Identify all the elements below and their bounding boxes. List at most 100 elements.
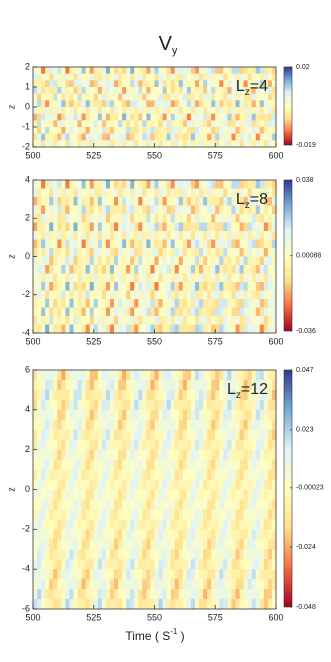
heatmap-cell: [256, 440, 261, 450]
heatmap-cell: [256, 589, 261, 599]
heatmap-cell: [195, 410, 200, 420]
heatmap-cell: [211, 189, 216, 198]
heatmap-cell: [126, 549, 131, 559]
heatmap-cell: [102, 569, 107, 579]
heatmap-cell: [146, 589, 151, 599]
heatmap-cell: [53, 529, 58, 539]
heatmap-cell: [98, 80, 103, 87]
heatmap-cell: [49, 240, 54, 249]
heatmap-cell: [118, 134, 123, 141]
heatmap-cell: [49, 589, 54, 599]
heatmap-cell: [223, 589, 228, 599]
heatmap-cell: [264, 490, 269, 500]
heatmap-cell: [94, 380, 99, 390]
heatmap-cell: [256, 579, 261, 589]
heatmap-cell: [203, 499, 208, 509]
heatmap-cell: [57, 599, 62, 609]
heatmap-cell: [211, 529, 216, 539]
heatmap-cell: [256, 274, 261, 283]
heatmap-cell: [94, 539, 99, 549]
heatmap-cell: [167, 430, 172, 440]
heatmap-cell: [106, 74, 111, 81]
heatmap-cell: [183, 291, 188, 300]
heatmap-cell: [191, 490, 196, 500]
heatmap-cell: [244, 127, 249, 134]
heatmap-cell: [187, 529, 192, 539]
heatmap-cell: [78, 589, 83, 599]
heatmap-cell: [268, 134, 273, 141]
heatmap-cell: [159, 539, 164, 549]
heatmap-cell: [118, 248, 123, 257]
heatmap-cell: [219, 274, 224, 283]
heatmap-cell: [219, 549, 224, 559]
heatmap-cell: [86, 316, 91, 325]
heatmap-cell: [264, 440, 269, 450]
heatmap-cell: [49, 519, 54, 529]
heatmap-cell: [41, 549, 46, 559]
heatmap-cell: [244, 579, 249, 589]
heatmap-cell: [240, 274, 245, 283]
heatmap-cell: [142, 223, 147, 232]
heatmap-cell: [114, 107, 119, 114]
heatmap-cell: [49, 390, 54, 400]
heatmap-cell: [33, 80, 38, 87]
heatmap-cell: [264, 499, 269, 509]
heatmap-cell: [146, 316, 151, 325]
heatmap-cell: [53, 114, 58, 121]
heatmap-cell: [122, 67, 127, 74]
heatmap-cell: [102, 140, 107, 147]
heatmap-cell: [155, 549, 160, 559]
heatmap-cell: [179, 490, 184, 500]
heatmap-cell: [191, 460, 196, 470]
heatmap-cell: [207, 380, 212, 390]
heatmap-cell: [78, 390, 83, 400]
heatmap-cell: [268, 180, 273, 189]
heatmap-cell: [260, 539, 265, 549]
heatmap-cell: [187, 569, 192, 579]
heatmap-cell: [130, 579, 135, 589]
heatmap-cell: [110, 197, 115, 206]
heatmap-cell: [183, 223, 188, 232]
heatmap-cell: [187, 410, 192, 420]
heatmap-cell: [187, 197, 192, 206]
heatmap-cell: [248, 370, 253, 380]
heatmap-cell: [244, 539, 249, 549]
heatmap-cell: [114, 74, 119, 81]
heatmap-cell: [268, 316, 273, 325]
heatmap-cell: [134, 490, 139, 500]
heatmap-cell: [122, 380, 127, 390]
heatmap-cell: [175, 430, 180, 440]
heatmap-cell: [159, 499, 164, 509]
heatmap-cell: [94, 206, 99, 215]
heatmap-cell: [57, 134, 62, 141]
heatmap-cell: [45, 325, 50, 334]
heatmap-cell: [61, 214, 66, 223]
heatmap-cell: [155, 589, 160, 599]
heatmap-cell: [65, 127, 70, 134]
heatmap-cell: [211, 206, 216, 215]
heatmap-cell: [69, 257, 74, 266]
heatmap-cell: [256, 499, 261, 509]
heatmap-cell: [236, 140, 241, 147]
heatmap-cell: [187, 206, 192, 215]
heatmap-cell: [159, 94, 164, 101]
heatmap-cell: [244, 308, 249, 317]
heatmap-cell: [74, 127, 79, 134]
heatmap-cell: [37, 120, 42, 127]
heatmap-cell: [90, 189, 95, 198]
heatmap-cell: [49, 197, 54, 206]
heatmap-cell: [215, 559, 220, 569]
heatmap-cell: [195, 470, 200, 480]
heatmap-cell: [223, 430, 228, 440]
heatmap-cell: [41, 480, 46, 490]
heatmap-cell: [82, 400, 87, 410]
heatmap-cell: [69, 579, 74, 589]
heatmap-cell: [146, 80, 151, 87]
heatmap-cell: [114, 214, 119, 223]
heatmap-cell: [248, 430, 253, 440]
heatmap-cell: [126, 274, 131, 283]
heatmap-cell: [260, 223, 265, 232]
heatmap-cell: [102, 274, 107, 283]
heatmap-cell: [74, 490, 79, 500]
heatmap-cell: [49, 430, 54, 440]
